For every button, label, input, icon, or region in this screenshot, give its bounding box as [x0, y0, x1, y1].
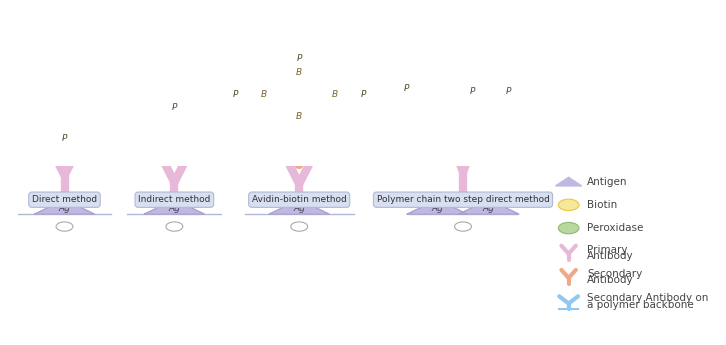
Text: P: P [233, 90, 238, 99]
Polygon shape [555, 177, 582, 186]
Text: Primary: Primary [587, 245, 628, 255]
Circle shape [558, 223, 579, 234]
Circle shape [558, 199, 579, 210]
Text: Ag: Ag [483, 204, 494, 213]
Circle shape [162, 100, 187, 114]
Polygon shape [269, 200, 330, 214]
Text: P: P [296, 54, 302, 63]
Circle shape [287, 109, 311, 123]
Text: B: B [296, 68, 302, 77]
Circle shape [460, 85, 484, 98]
Text: B: B [296, 111, 302, 120]
Polygon shape [35, 200, 94, 214]
Circle shape [166, 222, 183, 231]
Text: Ag: Ag [59, 204, 70, 213]
Circle shape [290, 222, 308, 231]
Text: Secondary Antibody on: Secondary Antibody on [587, 293, 709, 303]
Polygon shape [459, 200, 519, 214]
Circle shape [287, 66, 311, 79]
Text: a polymer backbone: a polymer backbone [587, 299, 694, 309]
Circle shape [454, 222, 471, 231]
Text: Ag: Ag [431, 204, 443, 213]
Text: P: P [360, 90, 366, 99]
Text: Ag: Ag [293, 204, 305, 213]
Circle shape [56, 222, 73, 231]
Text: Secondary: Secondary [587, 269, 643, 279]
Circle shape [351, 88, 375, 101]
Text: B: B [332, 90, 338, 99]
Text: Antibody: Antibody [587, 251, 634, 261]
Text: Peroxidase: Peroxidase [587, 223, 644, 233]
Text: P: P [470, 87, 475, 96]
Text: P: P [505, 87, 511, 96]
Text: Polymer chain two step direct method: Polymer chain two step direct method [377, 195, 550, 204]
Text: B: B [261, 90, 266, 99]
Text: P: P [404, 84, 409, 93]
Circle shape [251, 88, 276, 101]
Circle shape [287, 51, 311, 65]
Text: Antigen: Antigen [587, 177, 628, 187]
Text: Antibody: Antibody [587, 275, 634, 285]
Circle shape [496, 85, 521, 98]
Text: Ag: Ag [168, 204, 180, 213]
Text: Biotin: Biotin [587, 200, 618, 210]
Polygon shape [407, 200, 468, 214]
Circle shape [322, 88, 347, 101]
Circle shape [223, 88, 248, 101]
Polygon shape [144, 200, 205, 214]
Text: Indirect method: Indirect method [138, 195, 211, 204]
Text: Avidin-biotin method: Avidin-biotin method [252, 195, 346, 204]
Text: P: P [62, 134, 68, 143]
Circle shape [52, 131, 77, 145]
Circle shape [394, 82, 419, 95]
Text: Direct method: Direct method [32, 195, 97, 204]
Text: P: P [171, 103, 177, 112]
